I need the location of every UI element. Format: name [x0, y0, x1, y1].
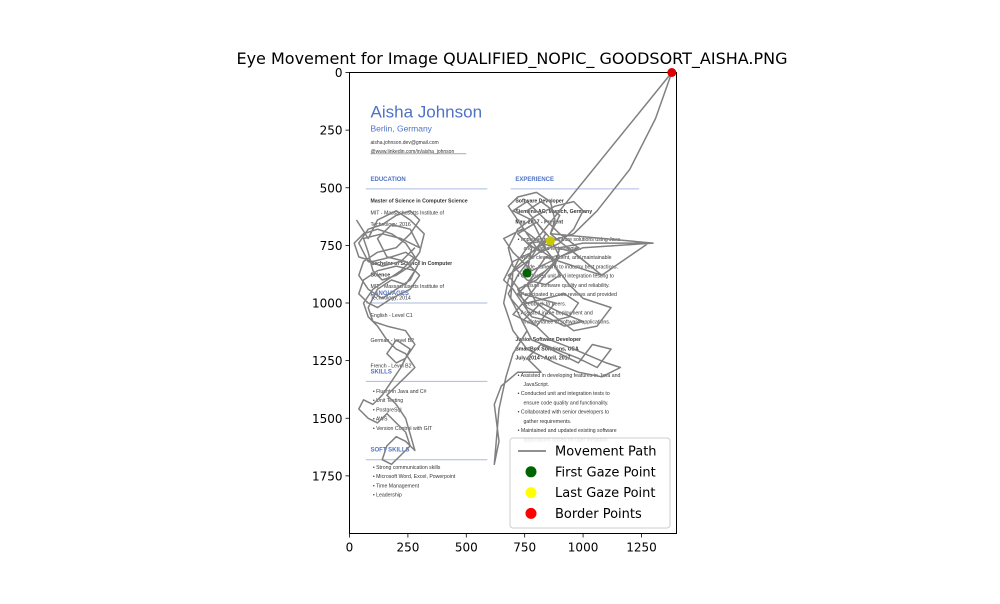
resume-job2-bullet: • Conducted unit and integration tests t…: [518, 391, 610, 397]
legend-label: Movement Path: [555, 445, 657, 460]
resume-skills-title: SKILLS: [371, 369, 392, 375]
resume-education-line: MIT - Massachusetts Institute of: [371, 284, 445, 290]
legend-label: First Gaze Point: [555, 465, 656, 480]
resume-soft-skill: • Strong communication skills: [373, 465, 441, 471]
first-gaze-point: [522, 268, 532, 278]
movement-path-left: [353, 210, 425, 466]
y-tick-label: 250: [320, 124, 343, 138]
x-tick-label: 1000: [568, 541, 599, 555]
y-tick-label: 750: [320, 239, 343, 253]
y-tick-label: 1250: [312, 354, 343, 368]
movement-path-layer: [353, 71, 673, 466]
legend-dot-swatch: [525, 466, 537, 478]
legend-dot-swatch: [525, 507, 537, 519]
x-tick-label: 0: [346, 541, 354, 555]
y-tick-label: 500: [320, 181, 343, 195]
resume-linkedin: @www.linkedin.com/in/aisha_johnson: [371, 149, 455, 155]
resume-soft-skill: • Time Management: [373, 483, 420, 489]
resume-job1-bullet: • Wrote clean, efficient, and maintainab…: [518, 255, 612, 261]
x-tick-label: 1250: [626, 541, 657, 555]
resume-location: Berlin, Germany: [371, 123, 433, 133]
x-tick-label: 500: [455, 541, 478, 555]
resume-language: French - Level B2: [371, 364, 412, 370]
resume-soft-skill: • Microsoft Word, Excel, Powerpoint: [373, 474, 456, 480]
resume-job2-bullet: • Assisted in developing features in Jav…: [518, 373, 621, 379]
resume-soft-skill: • Leadership: [373, 493, 402, 499]
resume-job2-bullet: JavaScript.: [524, 382, 550, 388]
resume-job1-bullet: • Conducted unit and integration testing…: [518, 274, 615, 280]
legend-box: [509, 437, 671, 529]
y-tick-label: 1750: [312, 469, 343, 483]
resume-job2-company: SmartBox Solutions, USA: [515, 346, 579, 352]
resume-job1-bullet: code, adhering to industry best practice…: [524, 264, 619, 270]
resume-education-title: EDUCATION: [371, 177, 406, 183]
resume-skill: • Fluent in Java and C#: [373, 389, 427, 395]
legend-label: Border Points: [555, 507, 642, 522]
resume-job1-bullet: maintenance of software applications.: [524, 320, 611, 326]
resume-job1-dates: May, 2017 - Present: [515, 219, 563, 225]
resume-email: aisha.johnson.dev@gmail.com: [371, 140, 439, 146]
chart-title: Eye Movement for Image QUALIFIED_NOPIC_ …: [236, 49, 787, 69]
resume-job1-bullet: and related technologies.: [524, 246, 582, 252]
resume-job1-bullet: ensure software quality and reliability.: [524, 283, 610, 289]
y-tick-label: 0: [335, 66, 343, 80]
border-point: [667, 68, 677, 77]
resume-job2-bullet: ensure code quality and functionality.: [524, 400, 609, 406]
legend-dot-swatch: [525, 487, 537, 499]
resume-language: English - Level C1: [371, 313, 413, 319]
legend-label: Last Gaze Point: [555, 486, 655, 501]
resume-job2-bullet: gather requirements.: [524, 419, 572, 425]
x-tick-label: 750: [513, 541, 536, 555]
resume-experience-title: EXPERIENCE: [515, 177, 554, 183]
axes-layer: 0 250 500 750 1000 1250 0 250 500 750 1000 1250 1500…: [312, 66, 657, 555]
resume-soft-skills-title: SOFT SKILLS: [371, 448, 410, 454]
movement-path: [493, 71, 673, 466]
last-gaze-point: [545, 236, 555, 246]
resume-skill: • PostgreSql: [373, 407, 402, 413]
resume-language: German - Level B2: [371, 338, 415, 344]
x-tick-label: 250: [396, 541, 419, 555]
resume-job2-bullet: • Collaborated with senior developers to: [518, 410, 610, 416]
resume-job2-title: Junior Software Developer: [515, 337, 581, 343]
y-tick-label: 1500: [312, 412, 343, 426]
resume-job2-dates: July, 2014 - April, 2017: [515, 355, 570, 361]
resume-education-line: Master of Science in Computer Science: [371, 199, 468, 205]
resume-name: Aisha Johnson: [371, 102, 483, 121]
resume-job2-bullet: • Maintained and updated existing softwa…: [518, 428, 617, 434]
y-tick-label: 1000: [312, 297, 343, 311]
resume-education-line: MIT - Massachusetts Institute of: [371, 210, 445, 216]
resume-job1-bullet: • Assisted in the deployment and: [518, 311, 593, 317]
resume-skill: • Unit Testing: [373, 398, 403, 404]
gaze-points-layer: [522, 68, 677, 278]
legend: Movement Path First Gaze Point Last Gaze P…: [509, 437, 671, 529]
resume-education-line: Science: [371, 272, 391, 278]
